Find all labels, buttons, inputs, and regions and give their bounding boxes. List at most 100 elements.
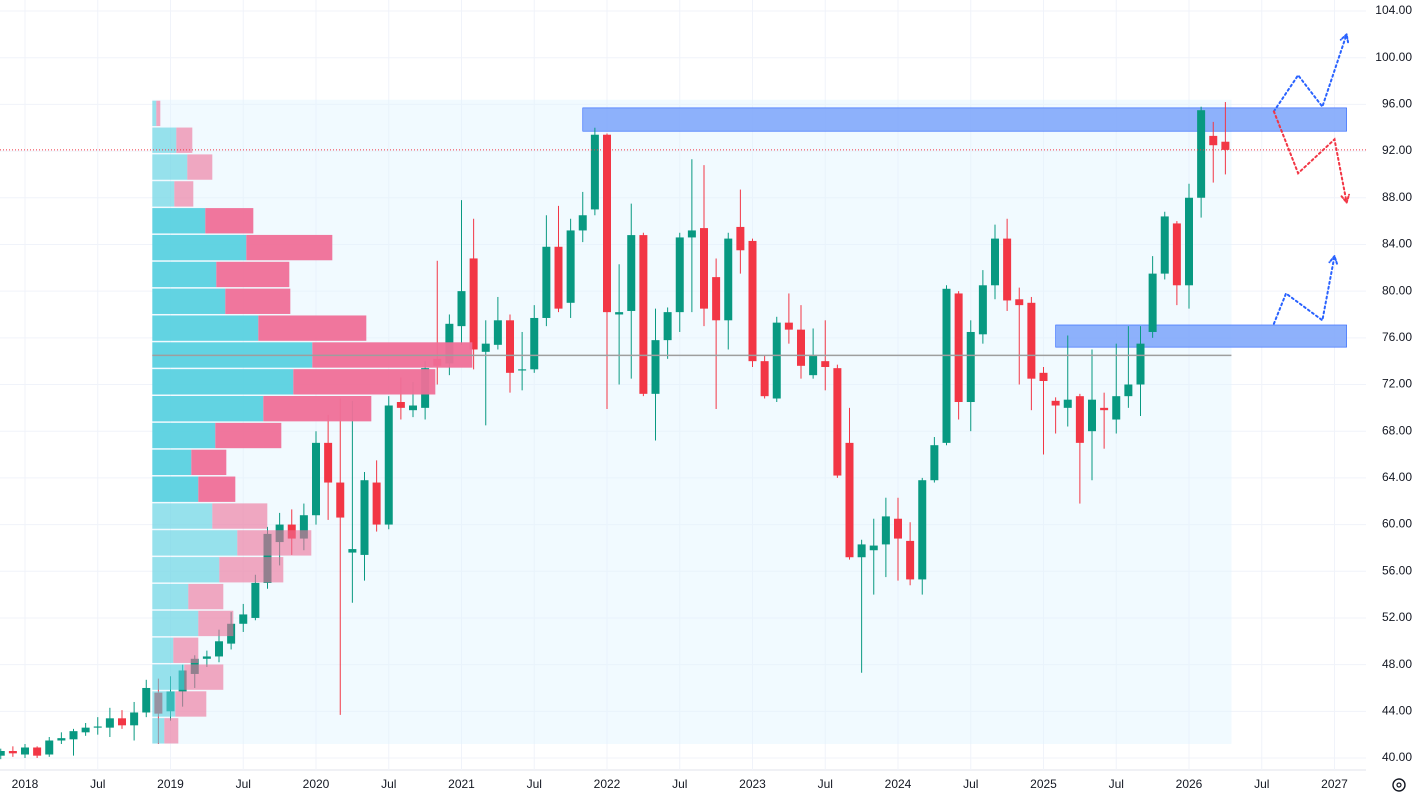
candle-body [1185, 197, 1193, 286]
profile-down [263, 396, 372, 422]
candle-body [239, 614, 248, 624]
x-tick-label: Jul [1109, 777, 1124, 791]
candle-body [578, 215, 587, 231]
candle-body [724, 238, 733, 321]
x-tick-label: Jul [672, 777, 687, 791]
candle-body [590, 134, 599, 210]
x-tick-label: Jul [527, 777, 542, 791]
candle-body [518, 369, 527, 371]
candle-body [954, 293, 963, 403]
candle-body [105, 718, 114, 728]
y-tick-label: 52.00 [1382, 610, 1412, 624]
profile-up [152, 583, 189, 610]
candle-body [312, 442, 320, 516]
settings-button[interactable] [1392, 778, 1406, 792]
profile-up [152, 476, 199, 502]
profile-down [237, 530, 312, 556]
x-tick-label: 2024 [885, 777, 912, 791]
candle-body [0, 750, 5, 756]
candle-body [1197, 110, 1206, 198]
candle-body [603, 134, 611, 313]
profile-down [175, 691, 207, 717]
projection-path [1272, 255, 1336, 325]
settings-icon[interactable] [1392, 778, 1406, 792]
candle-body [33, 747, 42, 756]
candle-body [906, 540, 915, 580]
profile-down [219, 557, 284, 583]
candle-body [1100, 407, 1109, 411]
x-tick-label: 2023 [739, 777, 766, 791]
profile-down [293, 369, 436, 395]
profile-up [152, 691, 176, 717]
candle-body [930, 445, 939, 481]
profile-up [152, 261, 217, 288]
candle-body [130, 712, 139, 726]
candle-body [857, 544, 866, 558]
candle-body [21, 747, 29, 755]
profile-down [156, 100, 161, 127]
candle-body [1172, 223, 1181, 286]
candle-body [202, 656, 211, 659]
candle-body [530, 317, 539, 370]
candle-body [627, 235, 636, 311]
candle-body [506, 320, 514, 373]
y-tick-label: 96.00 [1382, 97, 1412, 111]
candle-body [469, 258, 478, 350]
profile-down [191, 449, 227, 476]
candle-body [833, 368, 842, 476]
candle-body [372, 482, 381, 525]
candle-body [1160, 216, 1169, 274]
candle-body [142, 687, 151, 713]
candle-body [1027, 302, 1036, 379]
profile-down [188, 583, 224, 610]
candle-body [821, 361, 830, 367]
profile-up [152, 557, 220, 583]
y-tick-label: 76.00 [1382, 330, 1412, 344]
candle-body [700, 228, 708, 309]
profile-up [152, 154, 188, 180]
candle-body [651, 340, 660, 394]
projection-path [1272, 110, 1348, 204]
candle-body [784, 322, 793, 330]
y-tick-label: 92.00 [1382, 143, 1412, 157]
candle-body [45, 740, 54, 755]
candle-body [481, 343, 490, 352]
profile-up [152, 449, 192, 476]
profile-up [152, 181, 175, 207]
profile-down [176, 127, 193, 153]
candle-body [760, 361, 769, 397]
candle-body [299, 515, 308, 539]
x-tick-label: 2025 [1030, 777, 1057, 791]
y-tick-label: 40.00 [1382, 750, 1412, 764]
x-tick-label: Jul [236, 777, 251, 791]
x-tick-label: 2021 [448, 777, 475, 791]
profile-down [246, 234, 333, 261]
candle-body [118, 718, 126, 726]
y-tick-label: 68.00 [1382, 423, 1412, 437]
candle-body [360, 480, 369, 555]
candle-body [566, 230, 575, 303]
candle-body [69, 731, 78, 740]
y-tick-label: 72.00 [1382, 377, 1412, 391]
profile-up [152, 208, 206, 234]
candle-body [1003, 238, 1012, 301]
candle-body [1221, 141, 1230, 150]
candle-body [81, 727, 90, 733]
candle-body [457, 291, 466, 327]
y-tick-label: 84.00 [1382, 237, 1412, 251]
profile-up [152, 315, 259, 341]
profile-up [152, 503, 213, 529]
candle-body [797, 329, 805, 366]
candle-body [881, 516, 890, 545]
candle-body [493, 320, 502, 345]
x-tick-label: 2027 [1321, 777, 1348, 791]
candle-body [324, 442, 333, 483]
zone [582, 107, 1347, 132]
y-tick-label: 60.00 [1382, 517, 1412, 531]
settings-icon-core[interactable] [1396, 782, 1402, 788]
candle-body [687, 230, 696, 238]
y-tick-label: 44.00 [1382, 703, 1412, 717]
candle-body [1015, 299, 1024, 306]
projection-arrowhead [1328, 254, 1338, 265]
